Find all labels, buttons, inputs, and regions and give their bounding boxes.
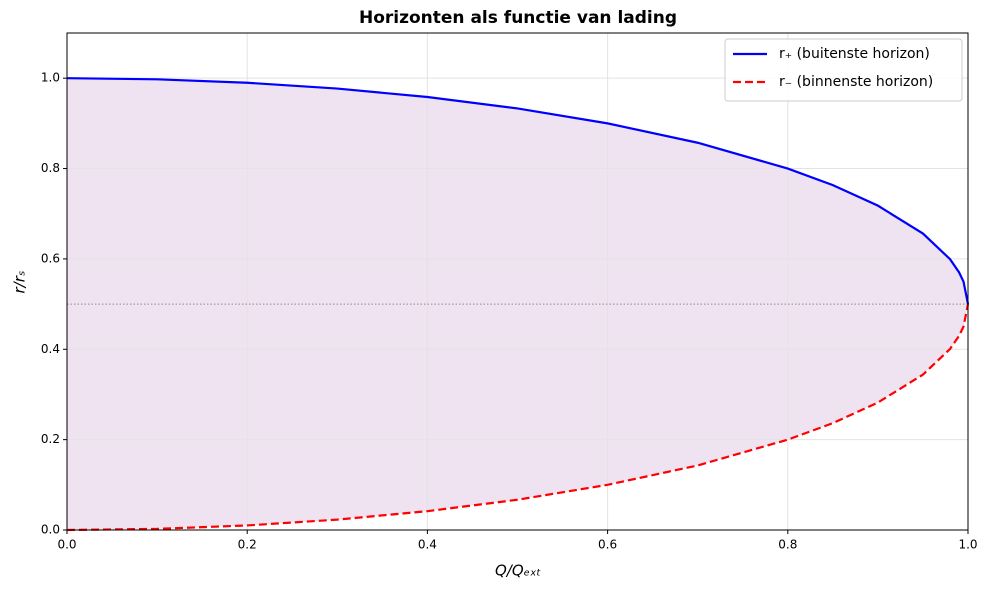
- x-axis-label: Q/Qₑₓₜ: [495, 562, 541, 580]
- y-tick-label: 0.4: [41, 342, 60, 356]
- y-tick-label: 0.0: [41, 523, 60, 537]
- y-tick-label: 0.8: [41, 161, 60, 175]
- chart-title: Horizonten als functie van lading: [359, 8, 677, 28]
- series-line: [66, 77, 970, 305]
- legend-label: r₊ (buitenste horizon): [779, 46, 930, 62]
- y-tick-label: 0.2: [41, 432, 60, 446]
- x-tick-label: 0.6: [598, 538, 617, 552]
- legend-label: r₋ (binnenste horizon): [779, 74, 933, 90]
- y-axis-label: r/rₛ: [11, 271, 29, 294]
- plot-frame: [66, 32, 969, 531]
- legend-box: [724, 38, 963, 102]
- x-tick-label: 0.8: [778, 538, 797, 552]
- y-tick-label: 0.6: [41, 251, 60, 265]
- y-tick-label: 1.0: [41, 71, 60, 85]
- series-line: [66, 303, 970, 532]
- fill-between: [67, 78, 968, 530]
- legend: r₊ (buitenste horizon) r₋ (binnenste hori…: [724, 38, 963, 102]
- x-tick-label: 0.2: [238, 538, 257, 552]
- x-tick-label: 1.0: [958, 538, 977, 552]
- x-tick-label: 0.4: [418, 538, 437, 552]
- x-tick-label: 0.0: [57, 538, 76, 552]
